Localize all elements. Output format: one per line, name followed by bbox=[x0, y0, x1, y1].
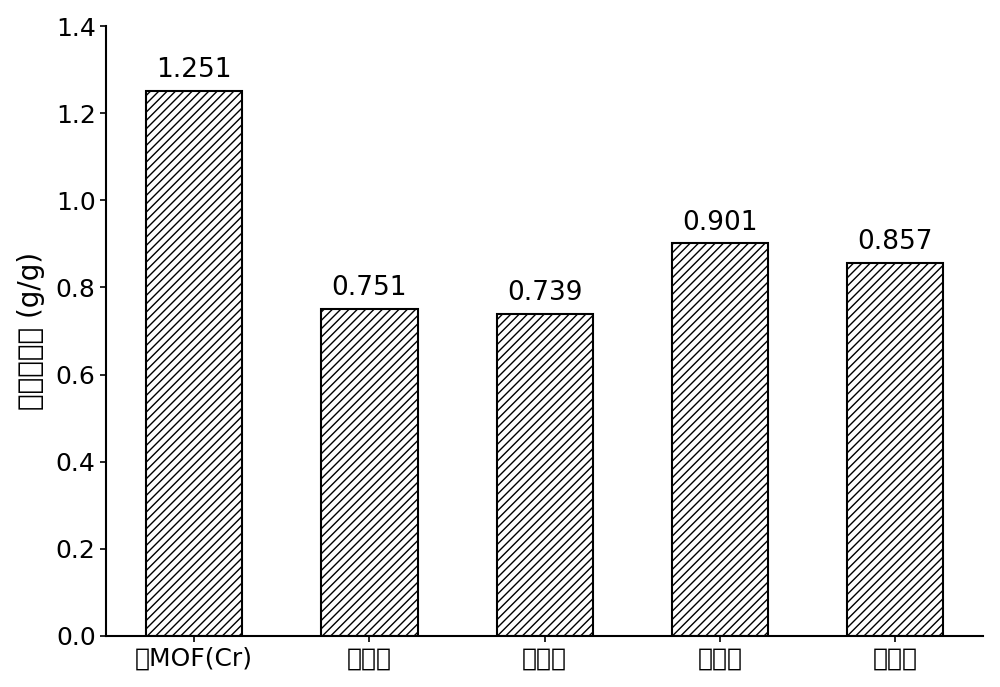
Text: 0.751: 0.751 bbox=[332, 275, 407, 301]
Y-axis label: 水吸附容量 (g/g): 水吸附容量 (g/g) bbox=[17, 252, 45, 410]
Text: 0.857: 0.857 bbox=[858, 229, 933, 255]
Bar bbox=[321, 309, 418, 636]
Text: 0.739: 0.739 bbox=[507, 280, 582, 306]
Bar bbox=[847, 262, 943, 636]
Bar bbox=[672, 243, 768, 636]
Bar bbox=[497, 314, 593, 636]
Text: 0.901: 0.901 bbox=[682, 210, 758, 236]
Bar bbox=[146, 91, 242, 636]
Text: 1.251: 1.251 bbox=[156, 57, 232, 83]
